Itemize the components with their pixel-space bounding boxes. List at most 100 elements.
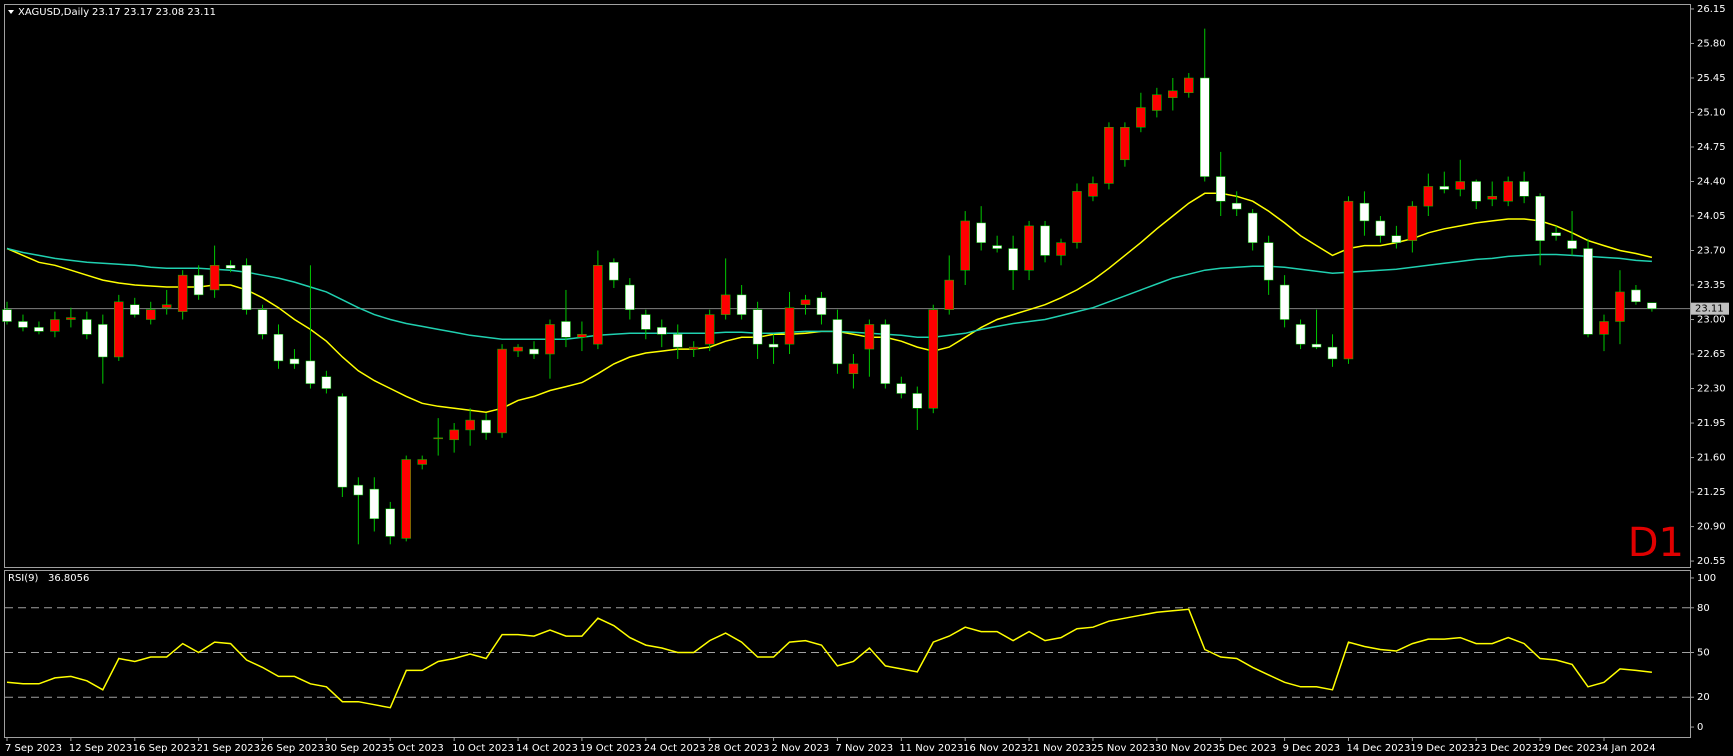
- candle-body: [417, 459, 427, 465]
- candle-body: [369, 488, 380, 519]
- x-tick-label: 25 Nov 2023: [1091, 743, 1155, 754]
- candle-body: [1439, 186, 1450, 190]
- candle-body: [848, 363, 859, 374]
- candle-body: [1263, 242, 1274, 281]
- candle-body: [1247, 212, 1258, 243]
- candle-body: [225, 265, 236, 269]
- candle-body: [18, 321, 28, 328]
- candle-body: [241, 265, 252, 310]
- candle-body: [641, 314, 651, 330]
- candle-body: [1279, 284, 1290, 320]
- candle-body: [513, 346, 523, 352]
- candle-body: [1136, 107, 1146, 128]
- candle-body: [832, 319, 843, 365]
- candle-body: [896, 383, 907, 394]
- last-price-label: 23.11: [1695, 304, 1724, 315]
- candle-body: [688, 346, 699, 350]
- candle-body: [273, 334, 284, 362]
- candle-body: [1343, 200, 1354, 360]
- candle-body: [385, 508, 396, 537]
- candle-body: [145, 309, 156, 320]
- candle-body: [720, 294, 731, 315]
- candle-body: [66, 317, 76, 320]
- candle-body: [130, 304, 140, 315]
- x-tick-label: 28 Oct 2023: [708, 743, 770, 754]
- candle-body: [864, 324, 875, 350]
- candle-body: [321, 376, 332, 389]
- x-tick-label: 30 Sep 2023: [324, 743, 387, 754]
- candle-body: [497, 348, 507, 434]
- x-tick-label: 21 Nov 2023: [1027, 743, 1091, 754]
- candle-body: [1231, 202, 1242, 210]
- x-tick-label: 21 Sep 2023: [197, 743, 260, 754]
- y-tick-label: 21.95: [1697, 418, 1726, 429]
- y-tick-label: 23.35: [1697, 280, 1726, 291]
- candle-body: [177, 274, 188, 312]
- candle-body: [1519, 181, 1529, 197]
- price-panel-frame: [4, 4, 1691, 568]
- candle-body: [1056, 242, 1066, 256]
- candle-body: [1359, 202, 1370, 222]
- candle-body: [1535, 196, 1545, 241]
- candle-body: [2, 309, 12, 322]
- y-tick-label: 20: [1697, 692, 1710, 703]
- candle-body: [209, 265, 220, 291]
- x-tick-label: 12 Sep 2023: [69, 743, 132, 754]
- candle-body: [1423, 186, 1434, 207]
- x-tick-label: 5 Oct 2023: [388, 743, 443, 754]
- candle-body: [401, 459, 411, 539]
- candle-body: [992, 245, 1002, 249]
- candle-body: [1455, 181, 1466, 190]
- candle-body: [114, 301, 124, 358]
- candle-body: [257, 309, 268, 335]
- candle-body: [1008, 248, 1018, 271]
- y-tick-label: 24.40: [1697, 176, 1726, 187]
- candle-body: [481, 419, 491, 434]
- candle-body: [305, 360, 316, 384]
- y-tick-label: 25.80: [1697, 38, 1726, 49]
- candle-body: [449, 429, 459, 441]
- y-tick-label: 23.70: [1697, 246, 1726, 257]
- rsi-title: RSI(9): [8, 573, 39, 584]
- x-tick-label: 11 Nov 2023: [899, 743, 963, 754]
- x-tick-label: 16 Nov 2023: [963, 743, 1027, 754]
- candle-body: [960, 220, 970, 271]
- candle-body: [465, 419, 475, 431]
- candle-body: [1120, 127, 1130, 161]
- candle-body: [1327, 346, 1338, 360]
- x-tick-label: 9 Dec 2023: [1283, 743, 1341, 754]
- y-tick-label: 23.00: [1697, 315, 1726, 326]
- candle-body: [1200, 77, 1210, 177]
- candle-body: [1471, 181, 1481, 202]
- candle-body: [1040, 225, 1050, 256]
- x-tick-label: 23 Dec 2023: [1474, 743, 1538, 754]
- chart-title: XAGUSD,Daily: [18, 7, 89, 18]
- candle-body: [193, 274, 204, 296]
- candle-body: [1647, 302, 1657, 309]
- candle-body: [1024, 225, 1034, 271]
- candle-body: [34, 327, 44, 332]
- candle-body: [1168, 90, 1178, 98]
- candle-body: [1487, 196, 1497, 200]
- candle-body: [353, 484, 364, 496]
- timeframe-label: D1: [1628, 520, 1684, 566]
- candle-body: [161, 304, 172, 308]
- x-tick-label: 16 Sep 2023: [133, 743, 196, 754]
- candle-body: [784, 307, 795, 345]
- x-tick-label: 10 Oct 2023: [452, 743, 514, 754]
- candle-body: [1631, 289, 1641, 303]
- x-tick-label: 7 Sep 2023: [5, 743, 62, 754]
- x-tick-label: 5 Dec 2023: [1219, 743, 1277, 754]
- candle-body: [529, 348, 539, 355]
- candle-body: [625, 284, 635, 310]
- x-tick-label: 4 Jan 2024: [1602, 743, 1656, 754]
- candle-body: [1215, 176, 1226, 202]
- candle-body: [289, 358, 300, 365]
- candle-body: [672, 334, 683, 348]
- candle-body: [912, 393, 923, 409]
- menu-arrow: [8, 10, 14, 14]
- x-tick-label: 14 Dec 2023: [1346, 743, 1410, 754]
- candle-body: [944, 279, 954, 310]
